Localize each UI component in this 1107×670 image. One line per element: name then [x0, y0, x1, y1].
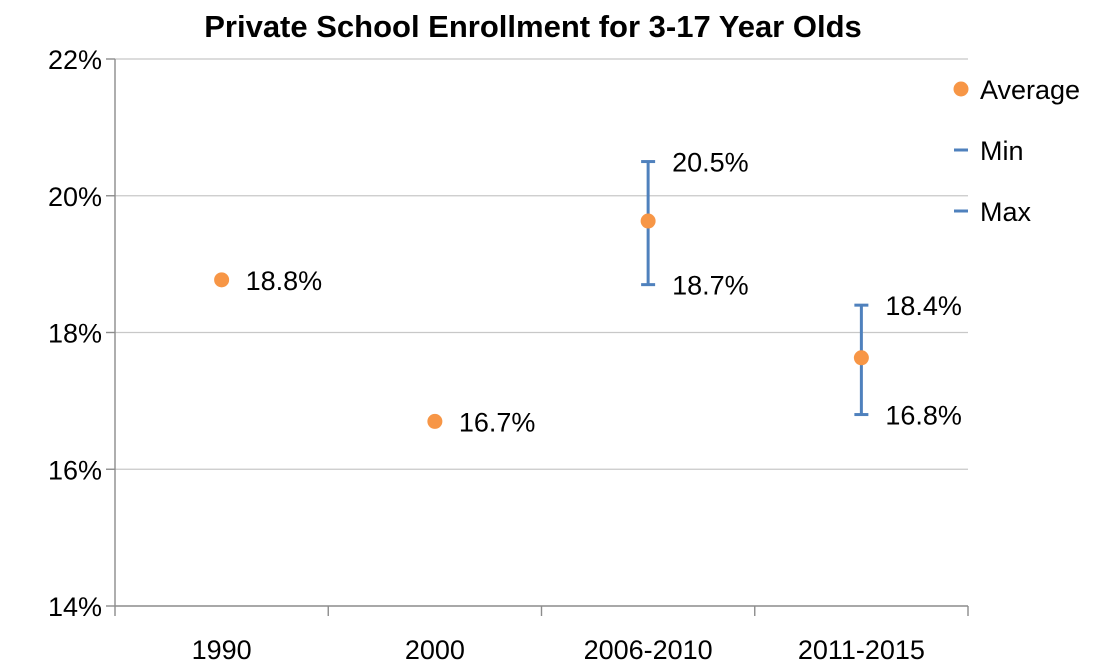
average-point — [640, 213, 656, 229]
legend-marker-average — [953, 81, 969, 97]
legend-label: Average — [980, 75, 1080, 105]
gridlines — [115, 58, 968, 470]
legend: Average Min Max — [953, 75, 1080, 227]
average-point — [427, 413, 443, 429]
y-tick-label: 22% — [48, 45, 102, 75]
tick-labels: 14% 16% 18% 20% 22% 1990 2000 2006-2010 2011-201… — [48, 45, 925, 665]
data-label: 18.8% — [246, 266, 323, 296]
y-tick-label: 18% — [48, 319, 102, 349]
y-tick-label: 16% — [48, 455, 102, 485]
data-labels: 18.8% 16.7% 20.5% 18.7% 18.4% 16.8% — [246, 148, 962, 438]
data-label: 18.4% — [885, 291, 962, 321]
data-label: 20.5% — [672, 148, 749, 178]
data-label: 18.7% — [672, 271, 749, 301]
axes — [106, 58, 969, 616]
x-tick-label: 2011-2015 — [798, 635, 925, 665]
average-point — [214, 272, 230, 288]
x-tick-label: 2000 — [405, 635, 465, 665]
chart-title: Private School Enrollment for 3-17 Year … — [204, 9, 862, 44]
average-point — [853, 350, 869, 366]
legend-label: Max — [980, 197, 1032, 227]
data-marks — [214, 160, 869, 429]
y-tick-label: 14% — [48, 592, 102, 622]
x-tick-label: 2006-2010 — [584, 635, 713, 665]
y-tick-label: 20% — [48, 182, 102, 212]
data-label: 16.8% — [885, 401, 962, 431]
x-tick-label: 1990 — [192, 635, 252, 665]
legend-label: Min — [980, 136, 1024, 166]
data-label: 16.7% — [459, 407, 536, 437]
